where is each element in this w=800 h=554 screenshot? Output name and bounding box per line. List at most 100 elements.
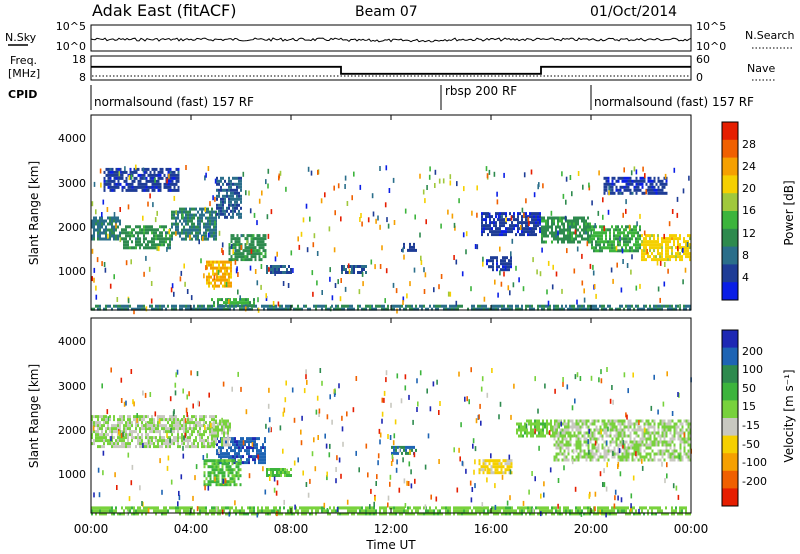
data-cell — [224, 179, 226, 183]
data-cell — [262, 452, 264, 456]
data-cell — [663, 191, 666, 195]
data-cell — [589, 422, 592, 426]
data-cell — [135, 185, 138, 189]
data-cell — [508, 471, 511, 475]
data-cell — [101, 445, 103, 449]
data-cell — [189, 304, 191, 308]
data-cell — [187, 445, 189, 449]
data-cell — [609, 237, 611, 241]
data-cell — [647, 431, 650, 435]
data-cell — [649, 458, 652, 462]
data-cell — [234, 206, 236, 210]
scatter-dot — [173, 291, 175, 297]
data-cell — [203, 418, 205, 422]
data-cell — [97, 231, 99, 235]
data-cell — [109, 188, 112, 192]
data-cell — [103, 421, 105, 425]
data-cell — [621, 304, 623, 308]
data-cell — [159, 240, 161, 244]
data-cell — [277, 512, 279, 516]
colorbar-swatch — [722, 122, 738, 141]
data-cell — [151, 506, 153, 510]
data-cell — [407, 445, 409, 449]
data-cell — [483, 227, 485, 231]
data-cell — [234, 182, 236, 186]
data-cell — [177, 231, 179, 235]
scatter-dot — [246, 240, 248, 246]
data-cell — [530, 422, 532, 426]
data-cell — [222, 284, 224, 288]
data-cell — [161, 243, 163, 247]
data-cell — [238, 209, 240, 213]
data-cell — [661, 455, 664, 459]
data-cell — [129, 445, 131, 449]
data-cell — [415, 248, 417, 252]
scatter-dot — [298, 244, 301, 250]
scatter-dot — [248, 190, 250, 196]
data-cell — [139, 509, 141, 513]
data-cell — [137, 240, 139, 244]
data-cell — [131, 173, 134, 177]
data-cell — [183, 430, 185, 434]
data-cell — [615, 185, 618, 189]
data-cell — [415, 307, 417, 311]
data-cell — [252, 255, 255, 259]
data-cell — [500, 259, 502, 263]
data-cell — [260, 237, 263, 241]
data-cell — [247, 304, 249, 308]
data-cell — [207, 436, 209, 440]
data-cell — [232, 215, 234, 219]
data-cell — [197, 430, 199, 434]
data-cell — [381, 307, 383, 311]
data-cell — [617, 237, 619, 241]
data-cell — [393, 445, 395, 449]
data-cell — [117, 179, 120, 183]
data-cell — [535, 227, 537, 231]
data-cell — [119, 415, 121, 419]
data-cell — [262, 237, 265, 241]
data-cell — [540, 431, 542, 435]
scatter-dot — [598, 170, 600, 176]
data-cell — [127, 506, 129, 510]
data-cell — [266, 271, 268, 274]
data-cell — [189, 216, 191, 220]
data-cell — [161, 176, 164, 180]
data-cell — [595, 307, 597, 311]
data-cell — [667, 428, 670, 432]
data-cell — [167, 436, 169, 440]
data-cell — [315, 307, 317, 311]
data-cell — [161, 240, 163, 244]
data-cell — [617, 191, 620, 195]
scatter-dot — [538, 182, 540, 188]
scatter-dot — [385, 268, 388, 274]
data-cell — [671, 437, 674, 441]
data-cell — [107, 167, 110, 171]
scatter-dot — [99, 168, 102, 174]
data-cell — [167, 509, 169, 513]
data-cell — [473, 304, 475, 308]
data-cell — [611, 455, 614, 459]
data-cell — [565, 422, 568, 426]
data-cell — [250, 440, 252, 444]
data-cell — [211, 437, 213, 441]
data-cell — [127, 424, 129, 428]
data-cell — [161, 418, 163, 422]
scatter-dot — [576, 246, 579, 252]
data-cell — [125, 176, 128, 180]
data-cell — [205, 237, 207, 241]
data-cell — [181, 307, 183, 311]
data-cell — [627, 422, 630, 426]
data-cell — [629, 240, 631, 244]
data-cell — [581, 422, 584, 426]
data-cell — [237, 474, 240, 478]
data-cell — [617, 243, 619, 247]
data-cell — [494, 256, 496, 260]
data-cell — [109, 219, 111, 223]
data-cell — [264, 449, 266, 453]
data-cell — [224, 281, 226, 285]
data-cell — [478, 459, 481, 463]
data-cell — [351, 506, 353, 510]
data-cell — [141, 433, 143, 437]
data-cell — [163, 506, 165, 510]
data-cell — [101, 225, 103, 229]
